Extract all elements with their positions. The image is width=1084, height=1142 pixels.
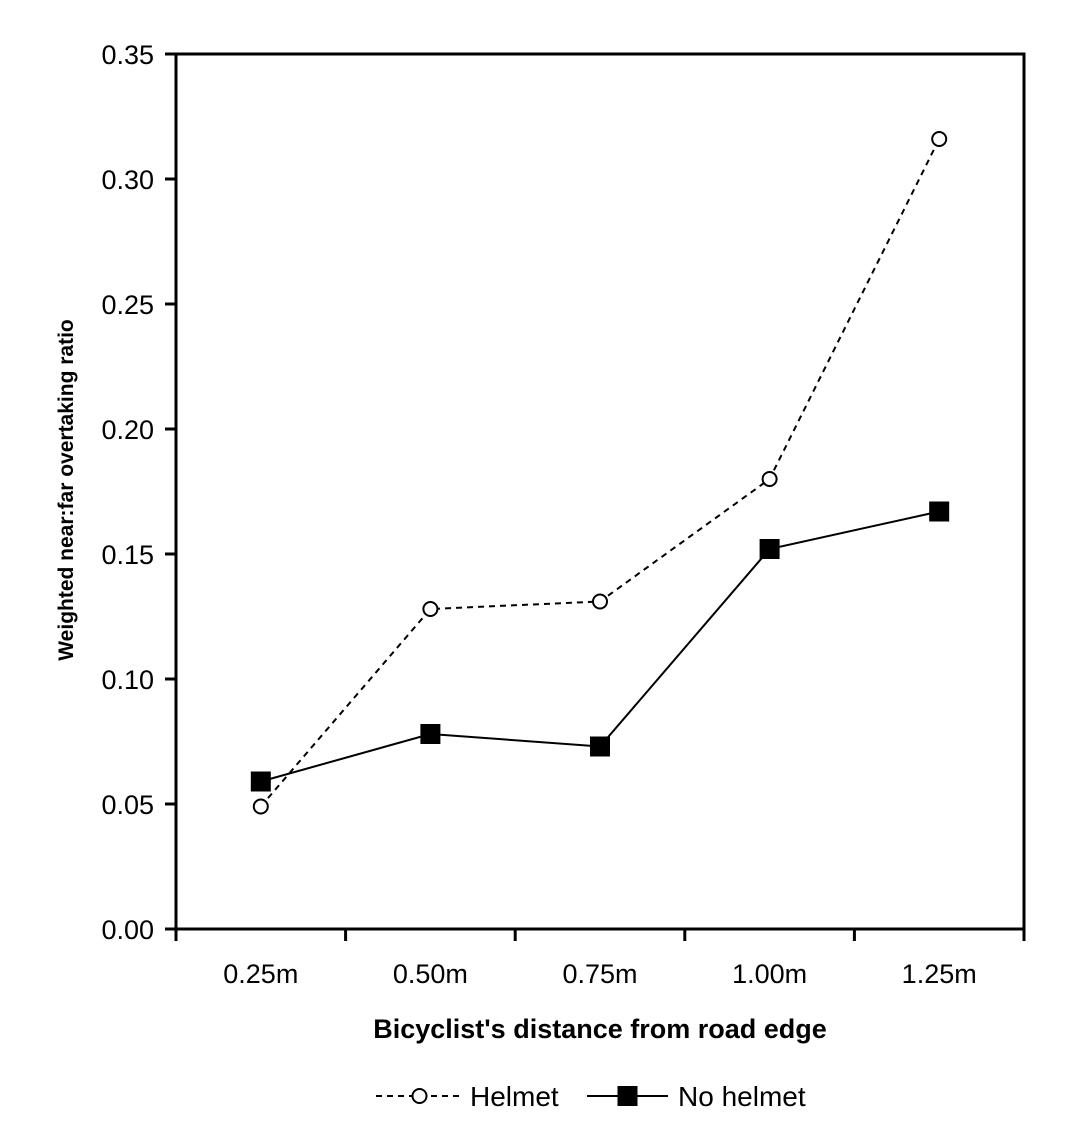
series-layer <box>250 131 950 815</box>
y-tick-label: 0.05 <box>101 790 154 820</box>
x-tick-label: 0.75m <box>562 959 637 989</box>
x-tick-label: 1.25m <box>902 959 977 989</box>
legend-label: No helmet <box>678 1081 806 1112</box>
legend-item: Helmet <box>376 1081 559 1112</box>
x-axis-title: Bicyclist's distance from road edge <box>373 1014 827 1044</box>
data-point <box>759 539 780 559</box>
data-point <box>252 798 269 815</box>
x-tick-label: 0.50m <box>393 959 468 989</box>
y-tick-label: 0.25 <box>101 290 154 320</box>
data-point <box>422 601 439 617</box>
data-point <box>590 736 610 757</box>
data-point <box>250 771 271 792</box>
y-tick-label: 0.00 <box>101 915 154 945</box>
x-tick-label: 1.00m <box>732 959 807 989</box>
y-tick-label: 0.15 <box>101 540 154 570</box>
plot-area <box>174 52 1026 931</box>
plot-border <box>174 52 1026 931</box>
y-axis: 0.00 0.05 0.10 0.15 0.20 0.25 0.30 0.35 <box>101 40 176 945</box>
legend-marker <box>411 1088 428 1104</box>
y-tick-label: 0.20 <box>101 415 154 445</box>
x-axis: 0.25m 0.50m 0.75m 1.00m 1.25m <box>174 929 1026 989</box>
data-point <box>761 471 778 487</box>
y-axis-title: Weighted near:far overtaking ratio <box>55 319 78 661</box>
series-no-helmet <box>250 501 950 792</box>
legend-marker <box>617 1086 638 1106</box>
data-point <box>592 593 608 610</box>
legend: Helmet No helmet <box>376 1081 806 1112</box>
series-line <box>260 138 941 808</box>
data-point <box>420 724 441 744</box>
x-tick-label: 0.25m <box>223 959 298 989</box>
legend-item: No helmet <box>587 1081 806 1112</box>
data-point <box>929 501 950 522</box>
y-tick-label: 0.30 <box>101 165 154 195</box>
series-helmet <box>252 131 948 815</box>
data-point <box>931 131 948 147</box>
y-tick-label: 0.10 <box>101 665 154 695</box>
y-tick-label: 0.35 <box>101 40 154 70</box>
legend-label: Helmet <box>470 1081 559 1112</box>
